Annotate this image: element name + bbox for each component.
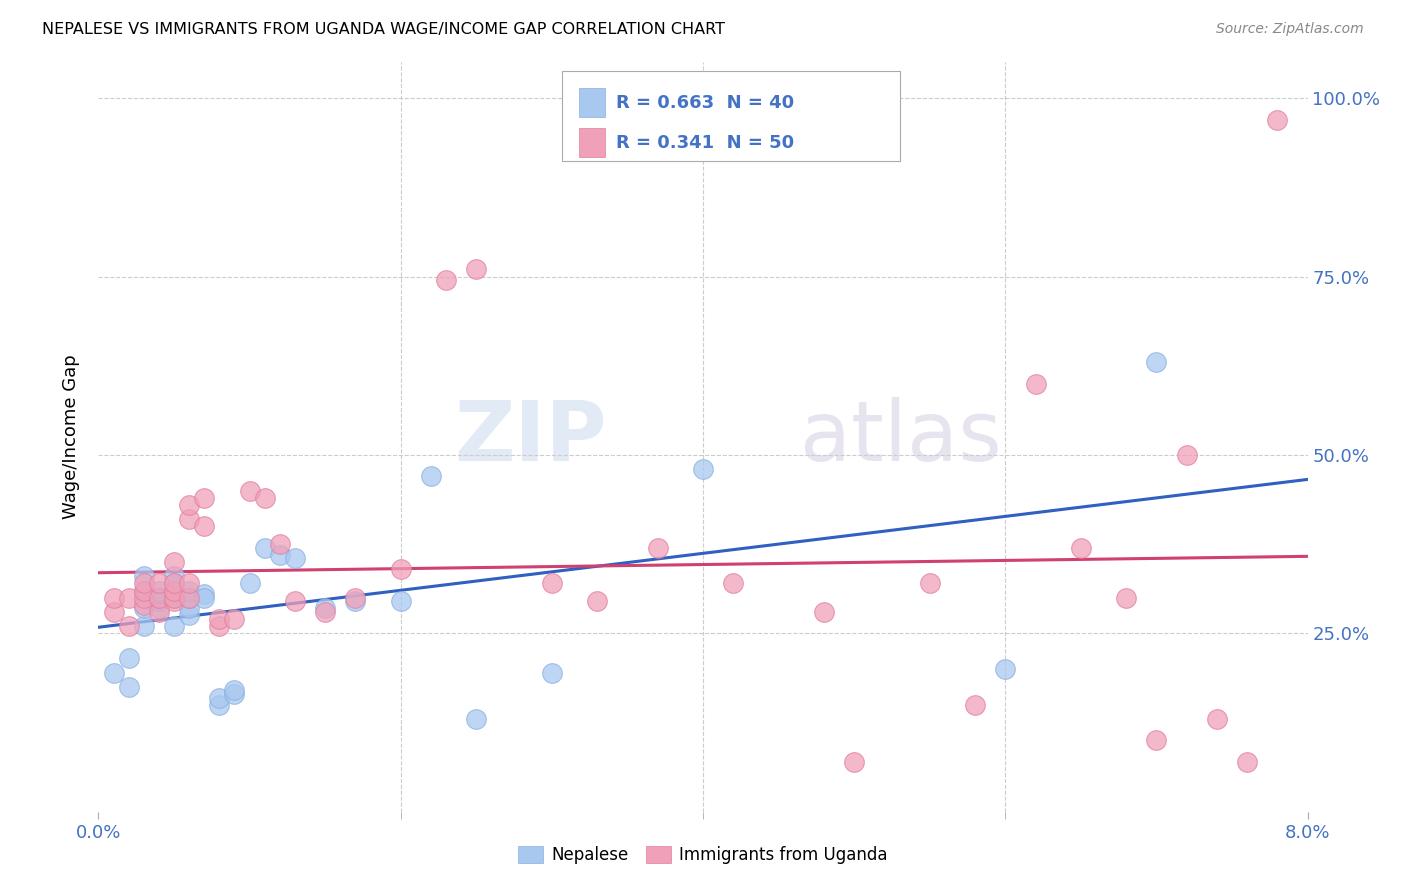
Point — [1025, 376, 1047, 391]
Y-axis label: Wage/Income Gap: Wage/Income Gap — [62, 355, 80, 519]
Point — [118, 680, 141, 694]
Point — [918, 576, 941, 591]
Point — [253, 541, 276, 555]
Point — [148, 601, 170, 615]
Point — [253, 491, 276, 505]
Point — [163, 594, 186, 608]
Point — [179, 591, 201, 605]
Text: ZIP: ZIP — [454, 397, 606, 477]
Point — [148, 591, 170, 605]
Legend: Nepalese, Immigrants from Uganda: Nepalese, Immigrants from Uganda — [512, 839, 894, 871]
Point — [1146, 733, 1168, 747]
Point — [193, 491, 215, 505]
Point — [118, 651, 141, 665]
Point — [314, 605, 336, 619]
Point — [193, 587, 215, 601]
Point — [163, 576, 186, 591]
Point — [465, 262, 488, 277]
Point — [179, 498, 201, 512]
Point — [132, 591, 155, 605]
Text: Source: ZipAtlas.com: Source: ZipAtlas.com — [1216, 22, 1364, 37]
Point — [163, 591, 186, 605]
Point — [1115, 591, 1137, 605]
Point — [148, 576, 170, 591]
Text: R = 0.341  N = 50: R = 0.341 N = 50 — [616, 134, 794, 152]
Point — [148, 591, 170, 605]
Point — [163, 587, 186, 601]
Point — [389, 594, 412, 608]
Point — [344, 591, 367, 605]
Point — [132, 619, 155, 633]
Point — [208, 619, 231, 633]
Point — [132, 569, 155, 583]
Point — [148, 594, 170, 608]
Point — [163, 583, 186, 598]
Point — [163, 569, 186, 583]
Point — [692, 462, 714, 476]
Point — [208, 690, 231, 705]
Point — [103, 665, 125, 680]
Point — [965, 698, 987, 712]
Point — [148, 583, 170, 598]
Point — [208, 698, 231, 712]
Text: atlas: atlas — [800, 397, 1001, 477]
Point — [163, 555, 186, 569]
Point — [179, 583, 201, 598]
Point — [132, 576, 155, 591]
Point — [163, 576, 186, 591]
Point — [148, 605, 170, 619]
Point — [103, 605, 125, 619]
Point — [1070, 541, 1092, 555]
Text: R = 0.663  N = 40: R = 0.663 N = 40 — [616, 94, 794, 112]
Point — [239, 576, 262, 591]
Point — [344, 594, 367, 608]
Point — [179, 601, 201, 615]
Point — [193, 519, 215, 533]
Point — [132, 601, 155, 615]
Point — [163, 619, 186, 633]
Point — [844, 755, 866, 769]
Point — [314, 601, 336, 615]
Point — [239, 483, 262, 498]
Point — [813, 605, 835, 619]
Point — [269, 548, 291, 562]
Point — [465, 712, 488, 726]
Point — [179, 512, 201, 526]
Point — [540, 665, 562, 680]
Point — [132, 598, 155, 612]
Point — [269, 537, 291, 551]
Point — [224, 687, 246, 701]
Point — [163, 591, 186, 605]
Point — [118, 619, 141, 633]
Point — [179, 591, 201, 605]
Point — [208, 612, 231, 626]
Point — [179, 576, 201, 591]
Point — [1146, 355, 1168, 369]
Point — [224, 612, 246, 626]
Point — [118, 591, 141, 605]
Point — [1236, 755, 1258, 769]
Point — [389, 562, 412, 576]
Point — [148, 591, 170, 605]
Point — [647, 541, 669, 555]
Point — [420, 469, 443, 483]
Text: NEPALESE VS IMMIGRANTS FROM UGANDA WAGE/INCOME GAP CORRELATION CHART: NEPALESE VS IMMIGRANTS FROM UGANDA WAGE/… — [42, 22, 725, 37]
Point — [434, 273, 457, 287]
Point — [132, 583, 155, 598]
Point — [284, 551, 307, 566]
Point — [103, 591, 125, 605]
Point — [540, 576, 562, 591]
Point — [586, 594, 609, 608]
Point — [1206, 712, 1229, 726]
Point — [994, 662, 1017, 676]
Point — [224, 683, 246, 698]
Point — [1267, 112, 1289, 127]
Point — [723, 576, 745, 591]
Point — [132, 583, 155, 598]
Point — [284, 594, 307, 608]
Point — [179, 608, 201, 623]
Point — [193, 591, 215, 605]
Point — [1175, 448, 1198, 462]
